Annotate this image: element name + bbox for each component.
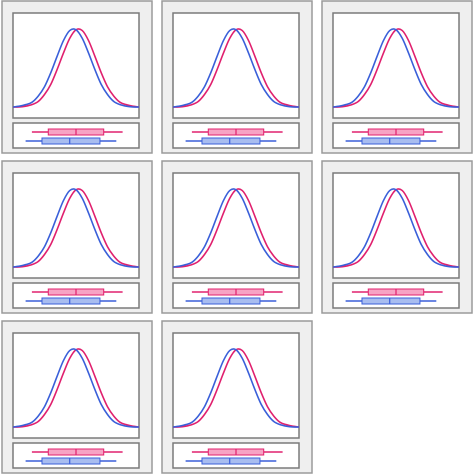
boxplot-box <box>201 297 261 305</box>
chart-panel <box>321 160 473 314</box>
chart-panel <box>321 0 473 154</box>
boxplot-box <box>41 457 101 465</box>
chart-panel <box>1 320 153 474</box>
chart-panel <box>1 0 153 154</box>
boxplot-box <box>41 137 101 145</box>
chart-panel <box>161 160 313 314</box>
chart-panel <box>161 320 313 474</box>
boxplot-box <box>41 297 101 305</box>
boxplot-box <box>361 297 421 305</box>
density-curve <box>12 188 140 268</box>
density-curve <box>172 348 300 428</box>
density-curve <box>12 28 140 108</box>
density-curve <box>332 28 460 108</box>
boxplot-box <box>201 137 261 145</box>
density-curve <box>172 28 300 108</box>
chart-panel <box>1 160 153 314</box>
density-curve <box>172 188 300 268</box>
chart-panel <box>161 0 313 154</box>
boxplot-box <box>201 457 261 465</box>
boxplot-box <box>361 137 421 145</box>
density-curve <box>12 348 140 428</box>
density-curve <box>332 188 460 268</box>
